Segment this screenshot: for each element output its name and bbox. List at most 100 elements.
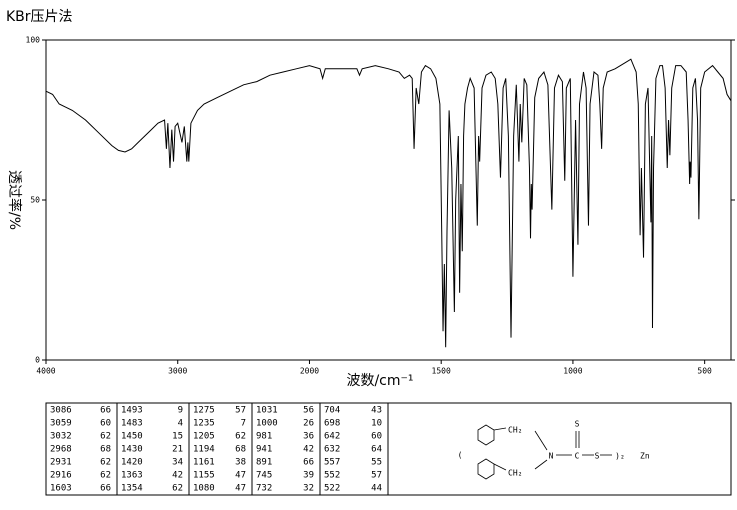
bond (534, 459, 548, 470)
peak-transmittance: 42 (172, 471, 183, 481)
peak-transmittance: 47 (235, 484, 246, 494)
peak-wavenumber: 1161 (193, 458, 215, 468)
peak-transmittance: 38 (235, 458, 246, 468)
peak-wavenumber: 698 (324, 419, 340, 429)
benzene-ring (477, 458, 495, 480)
peak-transmittance: 15 (172, 432, 183, 442)
peak-transmittance: 34 (172, 458, 183, 468)
peak-wavenumber: 891 (256, 458, 272, 468)
peak-wavenumber: 941 (256, 445, 272, 455)
peak-transmittance: 32 (303, 484, 314, 494)
peak-transmittance: 36 (303, 432, 314, 442)
peak-wavenumber: 1493 (121, 406, 143, 416)
peak-wavenumber: 1450 (121, 432, 143, 442)
peak-transmittance: 66 (303, 458, 314, 468)
structure-label: S (595, 452, 600, 461)
peak-wavenumber: 2931 (50, 458, 72, 468)
chart-title: KBr压片法 (6, 9, 73, 25)
peak-wavenumber: 3059 (50, 419, 72, 429)
peak-wavenumber: 1483 (121, 419, 143, 429)
peak-transmittance: 66 (100, 484, 111, 494)
peak-wavenumber: 1363 (121, 471, 143, 481)
peak-transmittance: 68 (100, 445, 111, 455)
peak-wavenumber: 745 (256, 471, 272, 481)
x-tick-label: 4000 (36, 367, 55, 376)
y-tick-label: 50 (30, 196, 40, 205)
peak-transmittance: 55 (371, 458, 382, 468)
peak-transmittance: 9 (178, 406, 183, 416)
peak-transmittance: 57 (235, 406, 246, 416)
peak-transmittance: 66 (100, 406, 111, 416)
peak-transmittance: 62 (100, 471, 111, 481)
peak-wavenumber: 1194 (193, 445, 215, 455)
peak-wavenumber: 704 (324, 406, 340, 416)
peak-transmittance: 43 (371, 406, 382, 416)
peak-transmittance: 64 (371, 445, 382, 455)
peak-transmittance: 62 (235, 432, 246, 442)
y-axis-label: 透过率/% (6, 170, 23, 230)
x-tick-label: 2000 (300, 367, 319, 376)
peak-wavenumber: 732 (256, 484, 272, 494)
plot-frame (45, 39, 732, 361)
peak-transmittance: 42 (303, 445, 314, 455)
y-tick-label: 100 (26, 36, 41, 45)
peak-transmittance: 10 (371, 419, 382, 429)
peak-transmittance: 62 (172, 484, 183, 494)
x-tick-label: 1000 (563, 367, 582, 376)
structure-label: Zn (640, 452, 650, 461)
peak-wavenumber: 1155 (193, 471, 215, 481)
benzene-ring (477, 424, 495, 446)
structure-label: S (575, 420, 580, 429)
spectrum-line (45, 58, 732, 348)
bond (493, 427, 507, 431)
peak-transmittance: 4 (178, 419, 183, 429)
peak-wavenumber: 1205 (193, 432, 215, 442)
x-tick-label: 500 (697, 367, 712, 376)
peak-wavenumber: 1080 (193, 484, 215, 494)
peak-wavenumber: 522 (324, 484, 340, 494)
peak-wavenumber: 1235 (193, 419, 215, 429)
peak-wavenumber: 2916 (50, 471, 72, 481)
peak-wavenumber: 1031 (256, 406, 278, 416)
peak-transmittance: 68 (235, 445, 246, 455)
peak-wavenumber: 1275 (193, 406, 215, 416)
peak-transmittance: 21 (172, 445, 183, 455)
peak-transmittance: 44 (371, 484, 382, 494)
peak-wavenumber: 1354 (121, 484, 143, 494)
peak-transmittance: 56 (303, 406, 314, 416)
peak-transmittance: 39 (303, 471, 314, 481)
peak-transmittance: 57 (371, 471, 382, 481)
peak-wavenumber: 557 (324, 458, 340, 468)
peak-transmittance: 62 (100, 458, 111, 468)
peak-transmittance: 60 (371, 432, 382, 442)
peak-wavenumber: 1603 (50, 484, 72, 494)
y-tick-label: 0 (35, 356, 40, 365)
peak-wavenumber: 632 (324, 445, 340, 455)
peak-transmittance: 26 (303, 419, 314, 429)
peak-wavenumber: 3032 (50, 432, 72, 442)
structure-label: ( (458, 451, 463, 460)
peak-wavenumber: 552 (324, 471, 340, 481)
peak-wavenumber: 1420 (121, 458, 143, 468)
peak-wavenumber: 2968 (50, 445, 72, 455)
structure (477, 424, 612, 480)
structure-label: CH₂ (508, 426, 522, 435)
x-tick-label: 3000 (168, 367, 187, 376)
bond (493, 463, 507, 471)
bond (534, 430, 548, 451)
structure-label: )₂ (615, 452, 625, 461)
peak-wavenumber: 981 (256, 432, 272, 442)
peak-transmittance: 62 (100, 432, 111, 442)
structure-label: CH₂ (508, 469, 522, 478)
peak-transmittance: 7 (241, 419, 246, 429)
peak-transmittance: 60 (100, 419, 111, 429)
structure-label: N (549, 452, 554, 461)
structure-label: C (575, 452, 580, 461)
x-axis-label: 波数/cm⁻¹ (346, 373, 413, 389)
peak-wavenumber: 642 (324, 432, 340, 442)
peak-wavenumber: 1000 (256, 419, 278, 429)
peak-wavenumber: 3086 (50, 406, 72, 416)
peak-transmittance: 47 (235, 471, 246, 481)
x-tick-label: 1500 (432, 367, 451, 376)
